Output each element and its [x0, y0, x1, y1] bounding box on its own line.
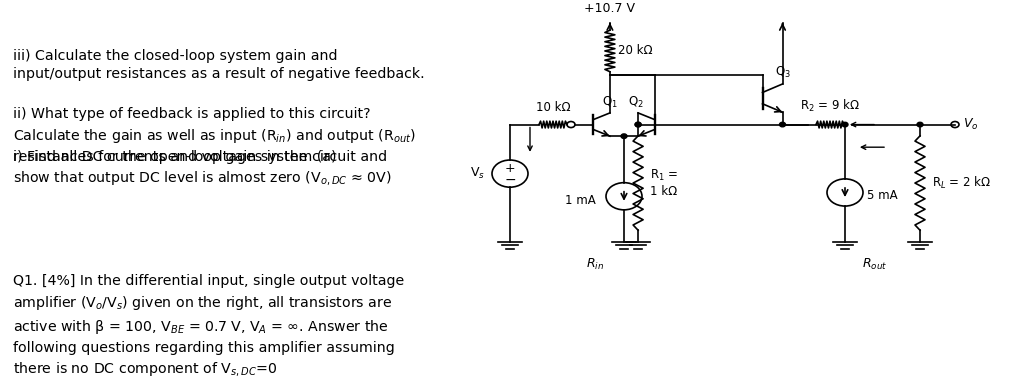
Text: +: +	[505, 163, 515, 175]
Text: R$_1$ =
1 kΩ: R$_1$ = 1 kΩ	[650, 168, 678, 198]
Text: 5 mA: 5 mA	[867, 189, 898, 202]
Text: 1 mA: 1 mA	[565, 194, 596, 206]
Text: V$_o$: V$_o$	[963, 117, 979, 132]
Text: R$_L$ = 2 kΩ: R$_L$ = 2 kΩ	[932, 175, 991, 191]
Text: R$_2$ = 9 kΩ: R$_2$ = 9 kΩ	[800, 98, 860, 114]
Circle shape	[918, 122, 923, 127]
Text: Q1. [4%] In the differential input, single output voltage
amplifier (V$_o$/V$_s$: Q1. [4%] In the differential input, sing…	[13, 274, 404, 378]
Text: V$_s$: V$_s$	[470, 166, 485, 181]
Text: i) Find all DC currents and voltages in the circuit and
show that output DC leve: i) Find all DC currents and voltages in …	[13, 150, 392, 187]
Circle shape	[842, 122, 848, 127]
Text: ii) What type of feedback is applied to this circuit?
Calculate the gain as well: ii) What type of feedback is applied to …	[13, 107, 417, 164]
Text: 10 kΩ: 10 kΩ	[536, 101, 570, 114]
Text: +10.7 V: +10.7 V	[585, 2, 636, 15]
Text: R$_{in}$: R$_{in}$	[586, 257, 604, 272]
Text: Q$_3$: Q$_3$	[775, 65, 791, 80]
Text: 20 kΩ: 20 kΩ	[617, 45, 652, 57]
Text: Q$_2$: Q$_2$	[628, 94, 644, 110]
Circle shape	[779, 122, 785, 127]
Circle shape	[621, 134, 627, 138]
Text: −: −	[504, 173, 516, 187]
Text: Q$_1$: Q$_1$	[602, 94, 617, 110]
Text: R$_{out}$: R$_{out}$	[862, 257, 888, 272]
Circle shape	[635, 122, 641, 127]
Circle shape	[635, 122, 641, 127]
Text: iii) Calculate the closed-loop system gain and
input/output resistances as a res: iii) Calculate the closed-loop system ga…	[13, 48, 425, 81]
